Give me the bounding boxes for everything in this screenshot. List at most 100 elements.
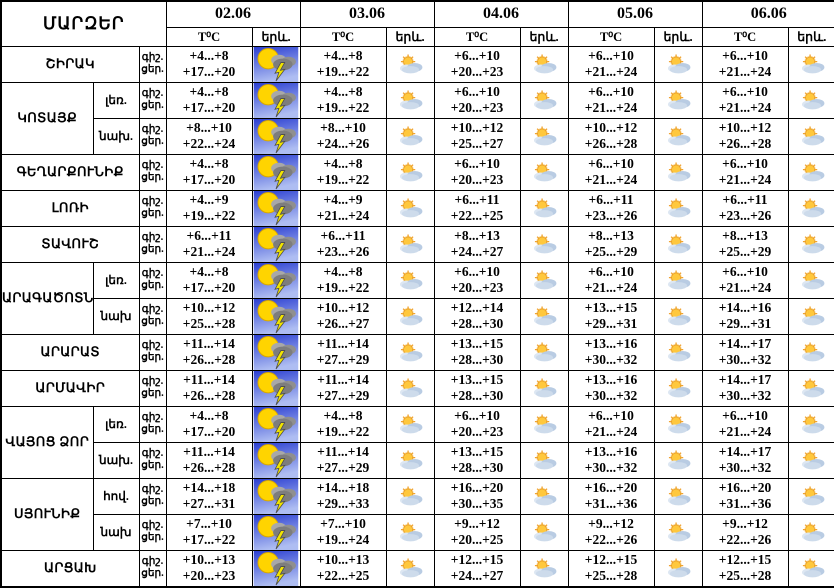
temp-cell: +12...+15 +24...+27: [433, 549, 521, 588]
temp-cell: +4...+9 +19...+22: [165, 189, 253, 227]
day-temp: +26...+28: [718, 136, 772, 152]
partly-cloudy-icon: [394, 234, 426, 255]
thunderstorm-icon: [253, 119, 299, 154]
night-temp: +4...+8: [323, 48, 363, 64]
phenomenon-cell: [653, 225, 703, 263]
temp-cell: +6...+11 +23...+26: [299, 225, 387, 263]
temp-cell: +6...+10 +20...+23: [433, 45, 521, 83]
night-temp: +10...+12: [584, 120, 638, 136]
phenomenon-cell: [653, 477, 703, 515]
temp-cell: +14...+17 +30...+32: [701, 333, 789, 371]
day-temp: +21...+24: [718, 280, 772, 296]
temp-cell: +14...+17 +30...+32: [701, 441, 789, 479]
partly-cloudy-icon: [394, 450, 426, 471]
night-label: գիշ.: [141, 376, 164, 388]
phenomenon-cell: [519, 549, 569, 588]
phenomenon-cell: [519, 261, 569, 299]
partly-cloudy-icon: [528, 342, 560, 363]
phenomenon-cell: [385, 261, 435, 299]
partly-cloudy-icon: [796, 522, 828, 543]
partly-cloudy-icon: [662, 162, 694, 183]
partly-cloudy-icon: [796, 342, 828, 363]
partly-cloudy-icon: [528, 90, 560, 111]
table-row: ՏԱՎՈՒՇ գիշ. ցեր. +6...+11 +21...+24 +6...+11 +…: [0, 225, 834, 263]
phenomenon-cell: [251, 441, 301, 479]
temp-cell: +8...+10 +24...+26: [299, 117, 387, 155]
date-header: 03.06: [299, 0, 435, 28]
temp-cell: +11...+14 +26...+28: [165, 441, 253, 479]
night-temp: +10...+12: [316, 300, 370, 316]
partly-cloudy-icon: [528, 450, 560, 471]
phenomenon-header: երև.: [653, 26, 703, 47]
day-temp: +19...+22: [316, 172, 370, 188]
phenomenon-cell: [519, 333, 569, 371]
phenomenon-cell: [519, 297, 569, 335]
temp-cell: +10...+12 +26...+28: [567, 117, 655, 155]
night-temp: +9...+12: [588, 516, 634, 532]
day-temp: +20...+23: [450, 64, 504, 80]
day-temp: +26...+28: [182, 352, 236, 368]
day-temp: +26...+28: [182, 460, 236, 476]
partly-cloudy-icon: [394, 270, 426, 291]
night-temp: +4...+8: [189, 264, 229, 280]
day-temp: +21...+24: [584, 280, 638, 296]
night-temp: +11...+14: [317, 372, 369, 388]
region-name: ԿՈՏԱՅՔ: [0, 81, 94, 155]
night-temp: +6...+10: [722, 156, 768, 172]
night-temp: +9...+12: [722, 516, 768, 532]
day-label: ցեր.: [141, 532, 164, 544]
phenomenon-cell: [385, 513, 435, 551]
partly-cloudy-icon: [394, 126, 426, 147]
phenomenon-cell: [385, 81, 435, 119]
phenomenon-cell: [385, 225, 435, 263]
partly-cloudy-icon: [796, 162, 828, 183]
partly-cloudy-icon: [394, 342, 426, 363]
night-temp: +6...+10: [454, 84, 500, 100]
night-temp: +14...+18: [316, 480, 370, 496]
phenomenon-cell: [519, 153, 569, 191]
temp-cell: +9...+12 +20...+25: [433, 513, 521, 551]
temp-cell: +13...+15 +28...+30: [433, 441, 521, 479]
temp-cell: +6...+10 +21...+24: [701, 81, 789, 119]
thunderstorm-icon: [253, 335, 299, 370]
phenomenon-cell: [787, 405, 834, 443]
daynight-labels: գիշ. ցեր.: [138, 225, 167, 263]
thunderstorm-icon: [253, 83, 299, 118]
temp-cell: +4...+8 +17...+20: [165, 405, 253, 443]
partly-cloudy-icon: [528, 378, 560, 399]
phenomenon-cell: [653, 117, 703, 155]
partly-cloudy-icon: [394, 90, 426, 111]
day-temp: +21...+24: [718, 424, 772, 440]
phenomenon-cell: [653, 513, 703, 551]
regions-title: ՄԱՐԶԵՐ: [0, 0, 167, 47]
night-temp: +13...+16: [584, 444, 638, 460]
table-row: նախ. գիշ. ցեր. +11...+14 +26...+28 +11...+14 +…: [1, 441, 834, 479]
phenomenon-cell: [251, 513, 301, 551]
phenomenon-cell: [519, 189, 569, 227]
phenomenon-cell: [385, 549, 435, 588]
temp-cell: +12...+14 +28...+30: [433, 297, 521, 335]
partly-cloudy-icon: [528, 270, 560, 291]
temp-header: T⁰C: [299, 26, 387, 47]
partly-cloudy-icon: [528, 54, 560, 75]
day-temp: +26...+27: [316, 316, 370, 332]
partly-cloudy-icon: [662, 270, 694, 291]
night-temp: +6...+11: [186, 228, 232, 244]
phenomenon-cell: [385, 297, 435, 335]
region-name: ԼՈՌԻ: [0, 189, 140, 227]
day-temp: +22...+26: [718, 532, 772, 548]
day-temp: +20...+23: [450, 100, 504, 116]
day-temp: +30...+32: [584, 352, 638, 368]
day-temp: +31...+36: [584, 496, 638, 512]
temp-cell: +6...+10 +21...+24: [567, 81, 655, 119]
night-temp: +4...+8: [189, 156, 229, 172]
day-temp: +19...+24: [316, 532, 370, 548]
region-name: ԱՐՑԱԽ: [0, 549, 140, 588]
table-row: ՇԻՐԱԿ գիշ. ցեր. +4...+8 +17...+20 +4...+8 +19.…: [0, 45, 834, 83]
temp-cell: +8...+13 +25...+29: [567, 225, 655, 263]
temp-cell: +9...+12 +22...+26: [701, 513, 789, 551]
partly-cloudy-icon: [796, 414, 828, 435]
day-temp: +24...+27: [450, 568, 504, 584]
night-temp: +16...+20: [584, 480, 638, 496]
phenomenon-header: երև.: [251, 26, 301, 47]
